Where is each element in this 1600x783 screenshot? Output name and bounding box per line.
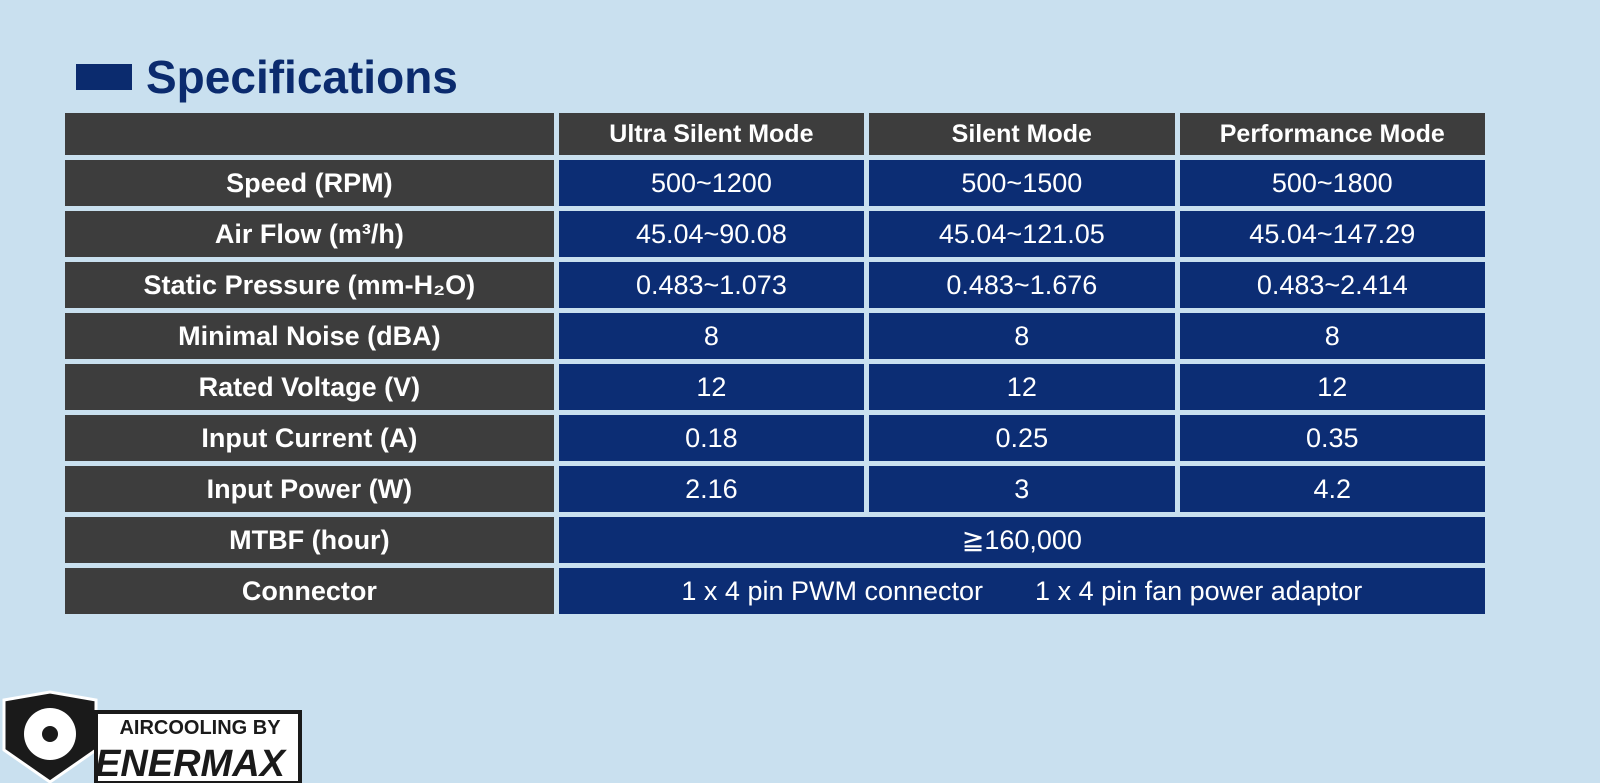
value-cell: 1 x 4 pin PWM connector 1 x 4 pin fan pow… — [558, 568, 1485, 614]
value-cell: 0.25 — [869, 415, 1175, 461]
value-cell: 2.16 — [558, 466, 865, 512]
row-label: Speed (RPM) — [65, 160, 554, 206]
row-label: Minimal Noise (dBA) — [65, 313, 554, 359]
row-label: MTBF (hour) — [65, 517, 554, 563]
value-cell: 45.04~121.05 — [869, 211, 1175, 257]
title-text: Specifications — [146, 51, 458, 103]
value-cell: 8 — [1179, 313, 1485, 359]
value-cell: 45.04~147.29 — [1179, 211, 1485, 257]
row-label: Air Flow (m³/h) — [65, 211, 554, 257]
value-cell: 12 — [869, 364, 1175, 410]
spec-table: Ultra Silent Mode Silent Mode Performance … — [60, 108, 1490, 619]
value-cell: 500~1500 — [869, 160, 1175, 206]
value-cell: 12 — [1179, 364, 1485, 410]
value-cell: 500~1800 — [1179, 160, 1485, 206]
row-label: Connector — [65, 568, 554, 614]
value-cell: 12 — [558, 364, 865, 410]
spec-row: MTBF (hour) ≧160,000 — [65, 517, 1485, 563]
title: Specifications — [76, 50, 458, 104]
spec-row: Speed (RPM) 500~1200 500~1500 500~1800 — [65, 160, 1485, 206]
column-header: Ultra Silent Mode — [558, 113, 865, 155]
column-header: Silent Mode — [869, 113, 1175, 155]
value-cell: 500~1200 — [558, 160, 865, 206]
corner-cell — [65, 113, 554, 155]
row-label: Static Pressure (mm-H₂O) — [65, 262, 554, 308]
spec-row: Rated Voltage (V) 12 12 12 — [65, 364, 1485, 410]
logo-brand: ENERMAX — [95, 743, 288, 783]
column-header: Performance Mode — [1179, 113, 1485, 155]
row-label: Rated Voltage (V) — [65, 364, 554, 410]
logo: AIRCOOLING BY ENERMAX — [2, 690, 302, 783]
value-text: 1 x 4 pin PWM connector — [681, 575, 984, 606]
spec-row: Air Flow (m³/h) 45.04~90.08 45.04~121.05 45… — [65, 211, 1485, 257]
value-cell: ≧160,000 — [558, 517, 1485, 563]
header-row: Ultra Silent Mode Silent Mode Performance … — [65, 113, 1485, 155]
value-cell: 0.483~1.676 — [869, 262, 1175, 308]
title-marker — [76, 64, 132, 90]
value-cell: 0.35 — [1179, 415, 1485, 461]
row-label: Input Current (A) — [65, 415, 554, 461]
value-cell: 0.483~2.414 — [1179, 262, 1485, 308]
spec-row: Minimal Noise (dBA) 8 8 8 — [65, 313, 1485, 359]
value-cell: 0.18 — [558, 415, 865, 461]
row-label: Input Power (W) — [65, 466, 554, 512]
logo-plate — [94, 710, 302, 783]
spec-row: Input Power (W) 2.16 3 4.2 — [65, 466, 1485, 512]
value-cell: 3 — [869, 466, 1175, 512]
spec-row: Static Pressure (mm-H₂O) 0.483~1.073 0.483… — [65, 262, 1485, 308]
value-text: ≧160,000 — [961, 524, 1082, 555]
logo-hub — [42, 726, 58, 742]
value-cell: 8 — [558, 313, 865, 359]
value-cell: 4.2 — [1179, 466, 1485, 512]
value-cell: 45.04~90.08 — [558, 211, 865, 257]
value-text: 1 x 4 pin fan power adaptor — [1035, 575, 1363, 606]
value-cell: 0.483~1.073 — [558, 262, 865, 308]
logo-tagline: AIRCOOLING BY — [119, 717, 281, 739]
spec-row: Input Current (A) 0.18 0.25 0.35 — [65, 415, 1485, 461]
value-cell: 8 — [869, 313, 1175, 359]
spec-row: Connector 1 x 4 pin PWM connector 1 x 4 pi… — [65, 568, 1485, 614]
